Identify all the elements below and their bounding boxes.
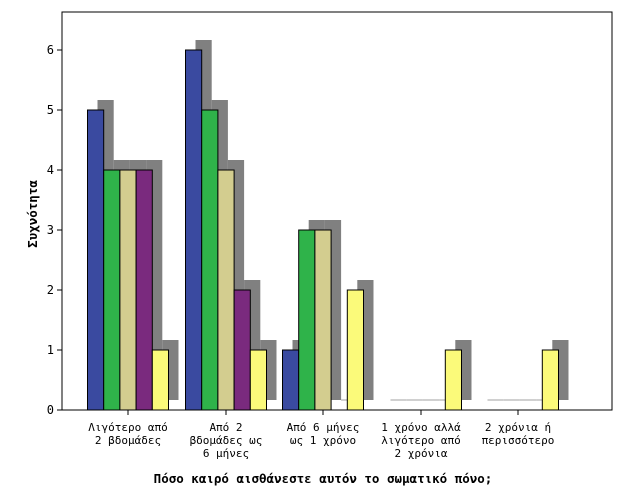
y-axis: 0 1 2 3 4 5 6: [47, 43, 62, 417]
bar: [217, 169, 235, 411]
x-tick-label: Από 2 βδομάδες ως 6 μήνες: [190, 421, 263, 460]
bar: [444, 349, 462, 411]
x-axis-title: Πόσο καιρό αισθάνεστε αυτόν το σωματικό …: [154, 471, 493, 486]
bar: [282, 349, 300, 411]
bar: [233, 289, 251, 411]
bar: [541, 349, 559, 411]
y-tick-label: 4: [47, 163, 54, 177]
bar: [103, 169, 121, 411]
bar: [87, 109, 105, 411]
x-tick-label: 1 χρόνο αλλά λιγότερο από 2 χρόνια: [381, 421, 461, 460]
y-tick-label: 0: [47, 403, 54, 417]
y-tick-label: 5: [47, 103, 54, 117]
bar: [201, 109, 219, 411]
y-axis-title: Συχνότητα: [25, 180, 40, 248]
bar: [151, 349, 170, 411]
bar: [135, 169, 153, 411]
plot-frame: [61, 11, 613, 411]
x-axis: Λιγότερο από 2 βδομάδες Από 2 βδομάδες ως 6 …: [88, 410, 554, 460]
x-tick-label: Από 6 μήνες ως 1 χρόνο: [287, 421, 360, 447]
y-tick-label: 6: [47, 43, 54, 57]
bar: [249, 349, 268, 411]
bar: [346, 289, 364, 411]
bar: [298, 229, 316, 411]
bar: [119, 169, 137, 411]
y-tick-label: 1: [47, 343, 54, 357]
shadow-layer: [97, 40, 569, 401]
y-tick-label: 2: [47, 283, 54, 297]
x-tick-label: Λιγότερο από 2 βδομάδες: [88, 421, 167, 447]
y-tick-label: 3: [47, 223, 54, 237]
bar: [314, 229, 332, 411]
bar: [185, 49, 203, 411]
x-tick-label: 2 χρόνια ή περισσότερο: [482, 421, 555, 447]
